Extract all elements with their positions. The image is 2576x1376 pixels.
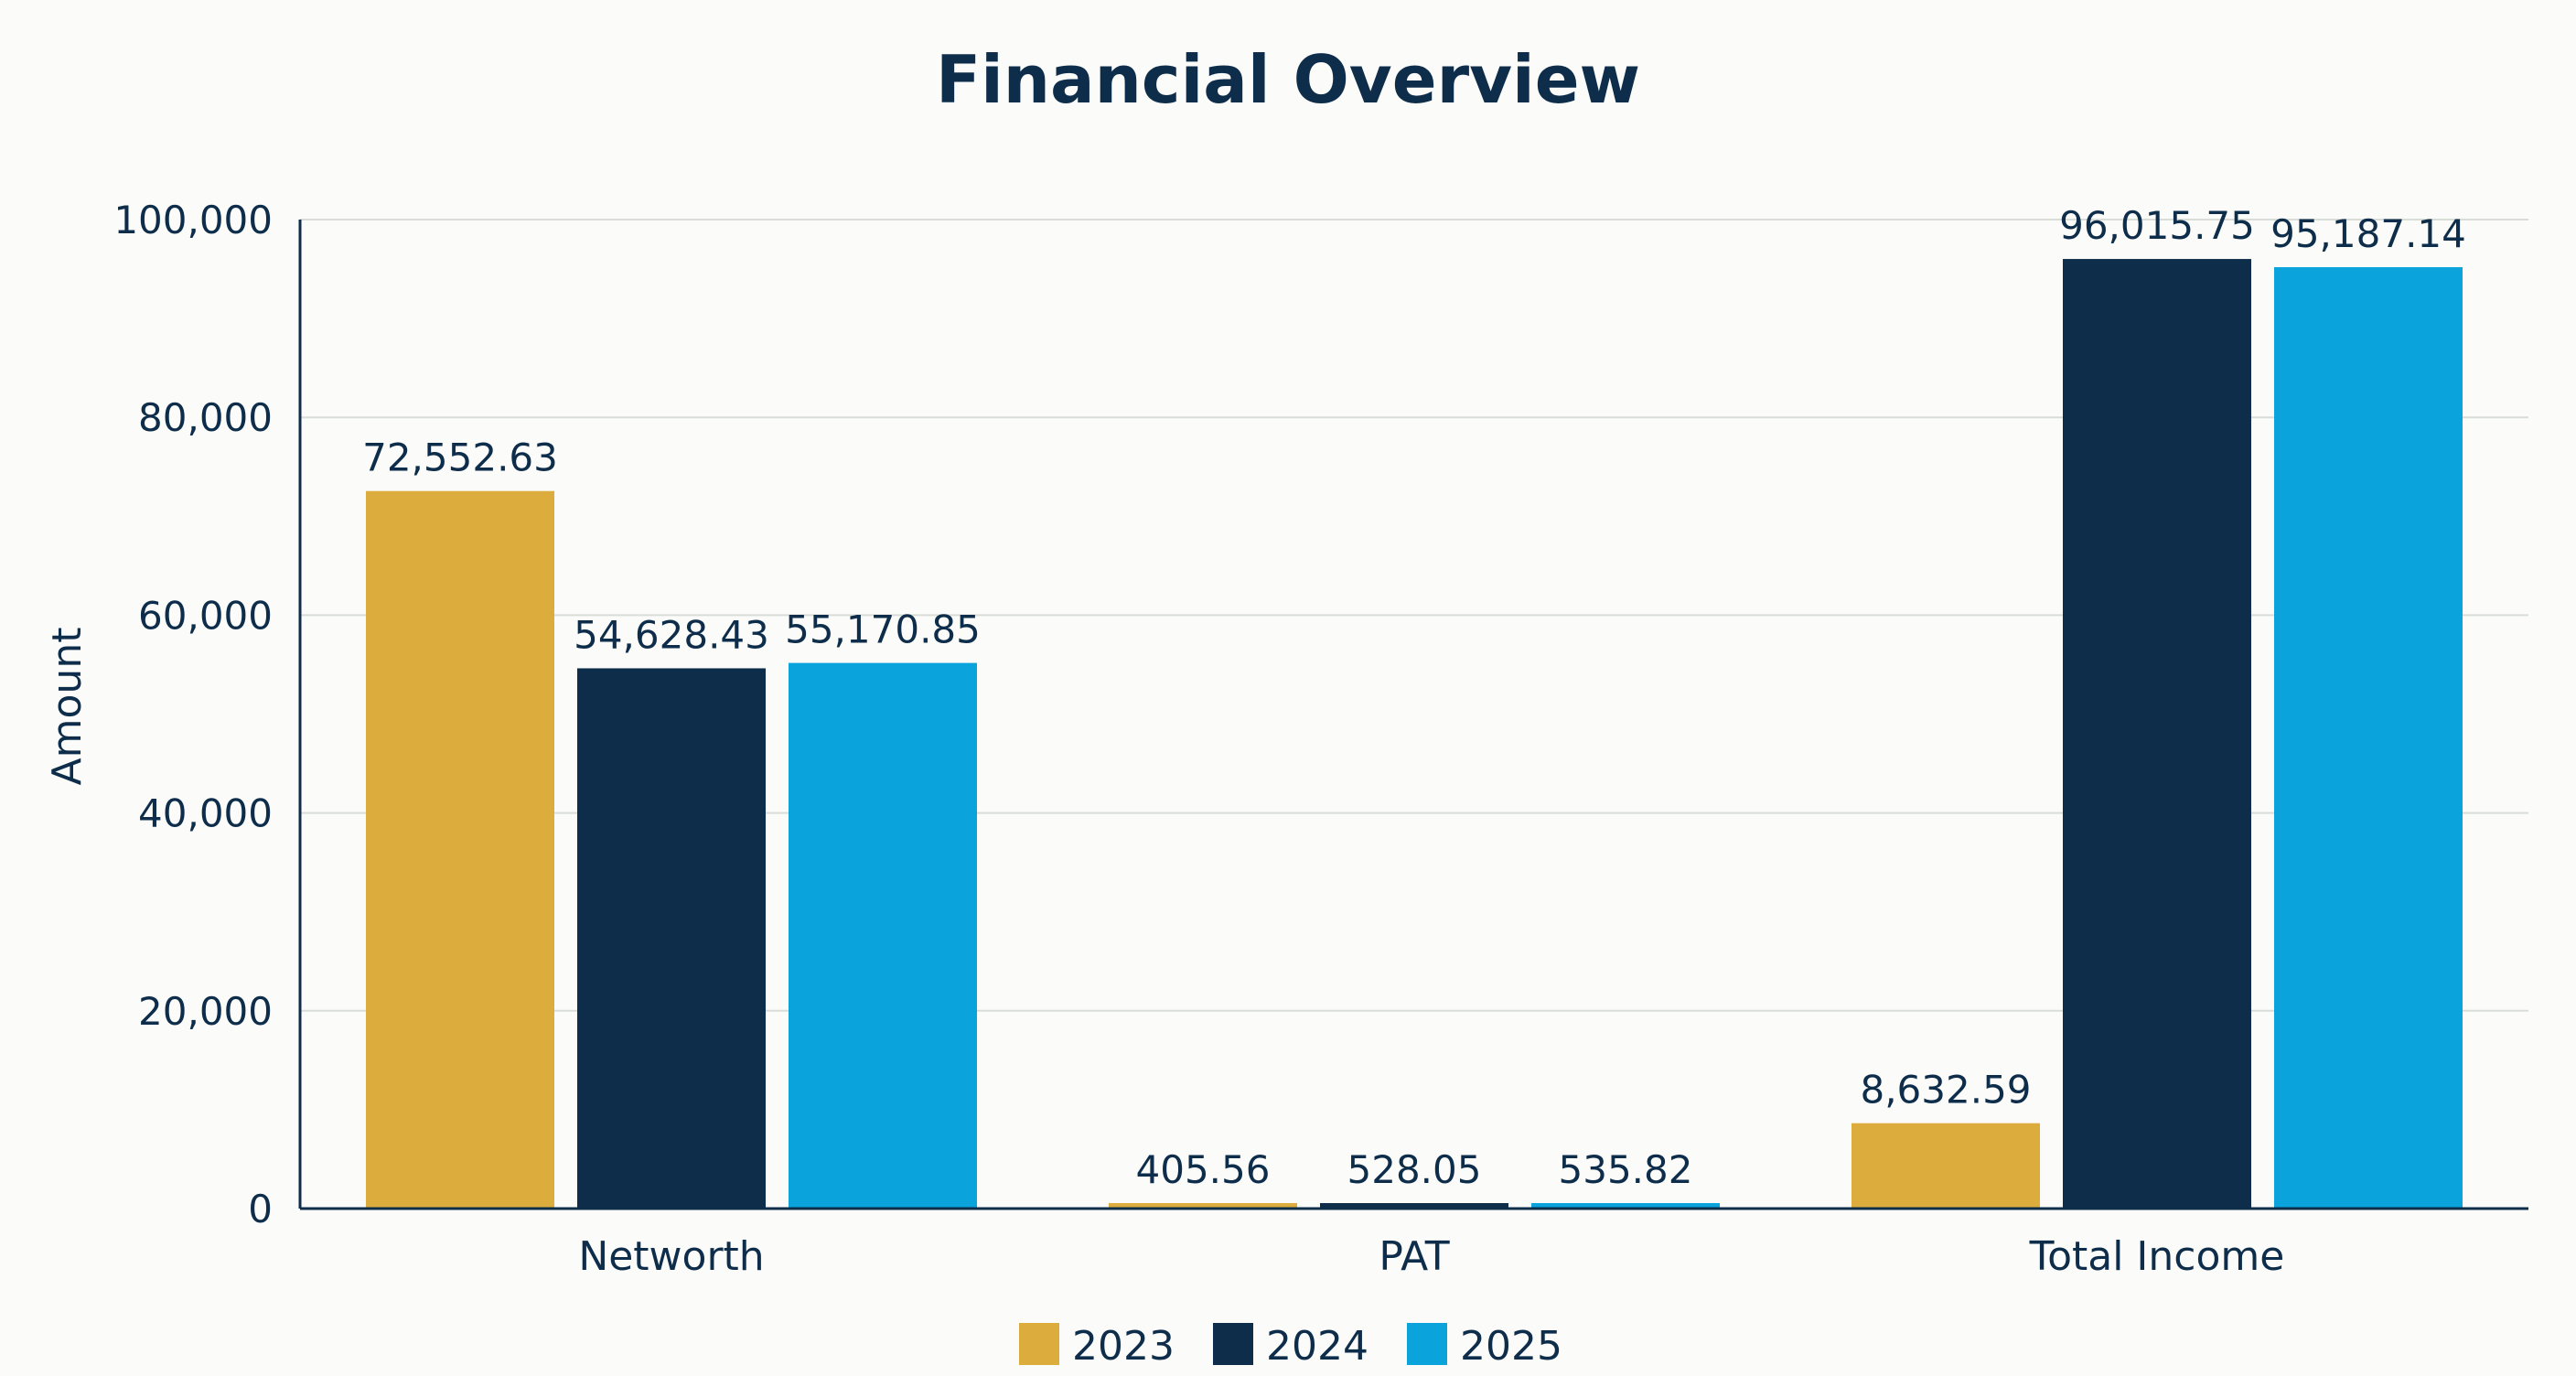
x-axis-categories: Networth PAT Total Income [578, 1233, 2284, 1280]
data-label: 528.05 [1347, 1147, 1482, 1192]
bar-2025-total-income [2274, 267, 2463, 1209]
data-label: 55,170.85 [785, 607, 981, 652]
legend-swatch-2023 [1019, 1323, 1059, 1365]
data-label: 8,632.59 [1860, 1068, 2031, 1113]
bar-2024-total-income [2063, 259, 2251, 1209]
y-tick-label: 80,000 [138, 395, 273, 440]
bars: 72,552.63 54,628.43 55,170.85 405.56 528.05 5… [362, 203, 2466, 1209]
legend-label-2025: 2025 [1460, 1323, 1562, 1370]
legend-label-2024: 2024 [1266, 1323, 1368, 1370]
y-tick-label: 60,000 [138, 593, 273, 638]
data-label: 405.56 [1136, 1147, 1271, 1192]
bar-2025-pat [1531, 1203, 1720, 1209]
legend-swatch-2024 [1213, 1323, 1253, 1365]
data-label: 96,015.75 [2059, 203, 2255, 248]
bar-2023-pat [1109, 1203, 1297, 1209]
legend: 2023 2024 2025 [1019, 1323, 1562, 1370]
bar-2024-networth [577, 668, 766, 1209]
bar-2024-pat [1320, 1203, 1508, 1209]
x-category-label: PAT [1379, 1233, 1449, 1280]
legend-swatch-2025 [1407, 1323, 1447, 1365]
y-axis-label: Amount [44, 628, 91, 786]
y-tick-label: 40,000 [138, 791, 273, 836]
bar-2023-networth [366, 490, 554, 1209]
y-axis-ticks: 0 20,000 40,000 60,000 80,000 100,000 [113, 198, 273, 1231]
data-label: 95,187.14 [2270, 211, 2466, 256]
bar-2023-total-income [1852, 1123, 2040, 1209]
y-tick-label: 20,000 [138, 989, 273, 1034]
data-label: 72,552.63 [362, 435, 558, 480]
data-label: 535.82 [1559, 1147, 1693, 1192]
bar-2025-networth [789, 662, 977, 1209]
chart-title: Financial Overview [936, 41, 1640, 118]
y-tick-label: 0 [248, 1187, 273, 1231]
x-category-label: Total Income [2029, 1233, 2285, 1280]
y-tick-label: 100,000 [113, 198, 273, 242]
legend-label-2023: 2023 [1072, 1323, 1175, 1370]
data-label: 54,628.43 [574, 612, 769, 657]
x-category-label: Networth [578, 1233, 764, 1280]
